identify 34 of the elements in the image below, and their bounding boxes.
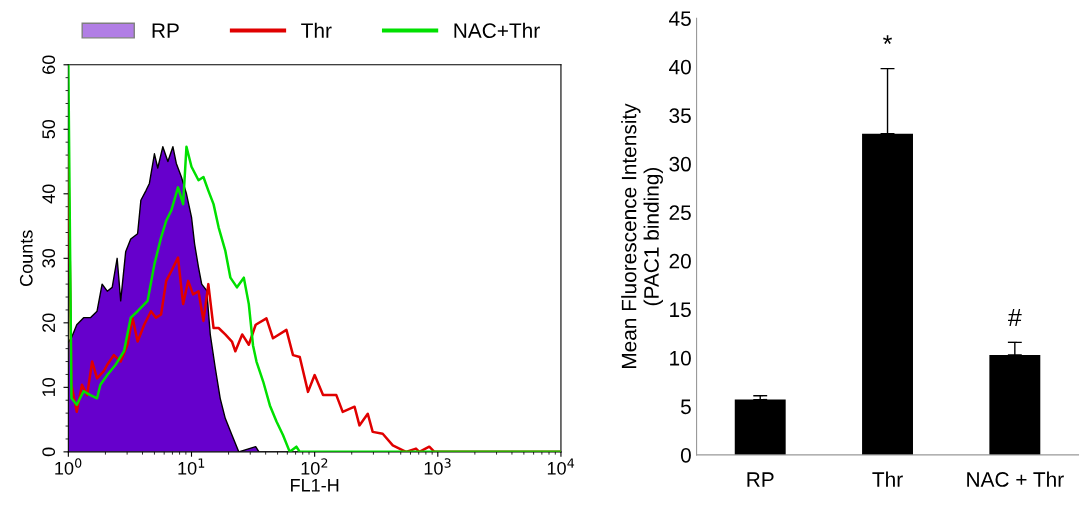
- bar: [734, 399, 786, 455]
- annotation: #: [1007, 308, 1022, 327]
- y-tick-label: 20: [42, 313, 56, 332]
- x-tick-label: 10$^{4}$: [547, 458, 575, 475]
- y-tick-label: 25: [669, 205, 691, 221]
- y-tick-label: 30: [669, 156, 691, 172]
- y-tick-label: 40: [42, 184, 56, 204]
- y-axis-title: Counts: [19, 230, 33, 286]
- y-tick-label: 0: [680, 447, 691, 463]
- y-tick-label: 15: [670, 302, 691, 318]
- x-tick-label: 10$^{0}$: [55, 458, 82, 475]
- y-tick-label: 20: [669, 253, 691, 269]
- x-tick-label: RP: [747, 472, 774, 487]
- y-tick-label: 35: [669, 108, 691, 124]
- legend-label: Thr: [301, 22, 332, 38]
- y-tick-label: 40: [669, 59, 691, 75]
- y-tick-label: 50: [42, 119, 56, 139]
- y-axis-title: Mean Fluorescence Intensity (PAC1 binding): [621, 103, 663, 369]
- x-tick-label: 10$^{3}$: [424, 458, 451, 475]
- legend-label: RP: [152, 23, 179, 38]
- x-tick-label: 10$^{1}$: [178, 458, 205, 475]
- x-axis-title: FL1-H: [291, 479, 339, 492]
- y-tick-label: 10: [670, 350, 691, 366]
- annotation: *: [883, 35, 892, 44]
- x-tick-label: 10$^{2}$: [301, 458, 328, 475]
- y-tick-label: 60: [42, 55, 56, 74]
- legend-label: NAC+Thr: [454, 22, 540, 39]
- y-tick-label: 30: [42, 248, 56, 268]
- y-tick-label: 0: [42, 447, 56, 457]
- y-tick-label: 10: [42, 378, 56, 397]
- y-tick-label: 45: [669, 11, 691, 26]
- y-tick-label: 5: [680, 399, 691, 415]
- x-tick-label: NAC + Thr: [967, 471, 1064, 487]
- x-tick-label: Thr: [872, 471, 903, 487]
